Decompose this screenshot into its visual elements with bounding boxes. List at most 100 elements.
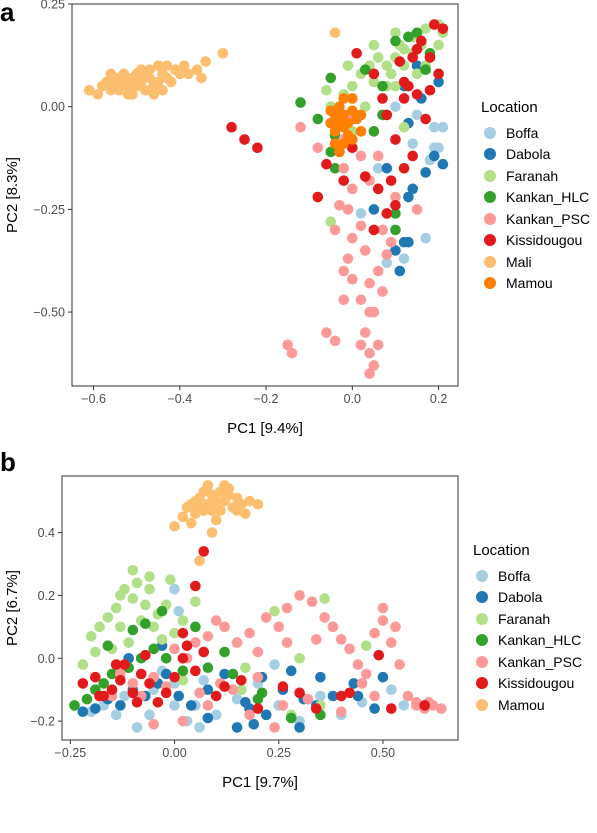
data-point	[235, 674, 247, 686]
data-point	[165, 76, 177, 88]
x-tick-label: 0.0	[344, 392, 361, 406]
data-point	[194, 722, 205, 733]
data-point	[368, 39, 380, 51]
data-point	[315, 671, 326, 683]
data-point	[202, 700, 214, 711]
data-point	[381, 60, 393, 71]
data-point	[101, 76, 112, 88]
data-point	[169, 643, 180, 655]
data-point	[269, 605, 280, 617]
data-point	[177, 674, 189, 686]
data-point	[198, 486, 210, 498]
data-point	[342, 117, 354, 129]
data-point	[385, 175, 397, 186]
data-point	[381, 257, 393, 269]
data-point	[115, 700, 126, 711]
legend-swatch	[484, 277, 496, 290]
data-point	[190, 580, 201, 592]
x-tick-label: 0.00	[162, 746, 186, 760]
data-point	[390, 35, 401, 47]
data-point	[342, 60, 354, 71]
data-point	[419, 700, 430, 711]
legend-swatch	[476, 591, 488, 604]
y-tick-label: 0.00	[41, 100, 65, 114]
data-point	[294, 687, 305, 699]
data-point	[420, 232, 431, 244]
data-point	[240, 662, 251, 674]
data-point	[202, 630, 214, 642]
data-point	[390, 208, 401, 219]
data-point	[177, 615, 189, 626]
legend-swatch	[476, 612, 488, 625]
data-point	[131, 722, 143, 733]
data-point	[177, 715, 189, 727]
data-point	[390, 199, 401, 211]
data-point	[183, 68, 194, 80]
data-point	[390, 101, 401, 112]
data-point	[372, 183, 384, 195]
data-point	[169, 520, 180, 532]
data-point	[140, 599, 151, 611]
data-point	[252, 498, 264, 510]
data-point	[94, 690, 105, 702]
data-point	[398, 121, 410, 133]
legend-item: Kankan_PSC	[473, 651, 582, 673]
data-point	[252, 646, 264, 658]
data-point	[169, 627, 180, 639]
legend-swatch	[484, 255, 496, 268]
data-point	[286, 347, 298, 359]
data-point	[260, 612, 272, 623]
data-point	[244, 495, 255, 507]
legend-label: Kankan_PSC	[498, 653, 583, 670]
data-point	[217, 47, 229, 59]
data-point	[119, 583, 130, 595]
data-point	[424, 52, 436, 63]
data-point	[219, 668, 230, 680]
data-point	[352, 659, 364, 670]
data-point	[359, 245, 371, 256]
legend-item: Dabola	[481, 144, 590, 166]
data-point	[335, 634, 347, 645]
series-kankan_hlc	[69, 605, 326, 724]
data-point	[119, 690, 130, 702]
y-tick-label: 0.25	[41, 0, 65, 12]
data-point	[428, 150, 440, 162]
data-point	[202, 684, 214, 696]
data-point	[173, 605, 185, 617]
data-point	[152, 60, 164, 71]
data-point	[115, 621, 126, 633]
series-kankan_psc	[282, 113, 423, 379]
data-point	[437, 158, 449, 170]
data-point	[127, 593, 139, 604]
data-point	[190, 596, 201, 608]
legend-item: Kissidougou	[481, 230, 590, 252]
data-point	[173, 690, 185, 702]
data-point	[377, 602, 389, 614]
legend-item: Boffa	[481, 122, 590, 144]
data-point	[185, 517, 197, 529]
data-point	[194, 687, 205, 699]
data-point	[390, 27, 401, 39]
x-axis-title: PC1 [9.7%]	[222, 774, 298, 791]
data-point	[398, 93, 410, 104]
series-kissidougou	[77, 546, 430, 714]
data-point	[327, 621, 339, 633]
data-point	[347, 273, 358, 285]
data-point	[312, 142, 324, 154]
data-point	[338, 109, 350, 121]
data-point	[106, 668, 118, 680]
data-point	[306, 596, 318, 608]
data-point	[90, 646, 101, 658]
data-point	[152, 696, 164, 708]
data-point	[321, 84, 332, 96]
data-point	[294, 652, 305, 664]
data-point	[355, 220, 367, 232]
data-point	[411, 204, 423, 215]
legend-label: Mamou	[498, 696, 545, 713]
data-point	[329, 224, 341, 236]
legend-item: Dabola	[473, 587, 582, 609]
data-point	[347, 142, 358, 154]
x-tick-label: −0.4	[167, 392, 192, 406]
data-point	[372, 163, 384, 174]
data-point	[177, 652, 189, 664]
